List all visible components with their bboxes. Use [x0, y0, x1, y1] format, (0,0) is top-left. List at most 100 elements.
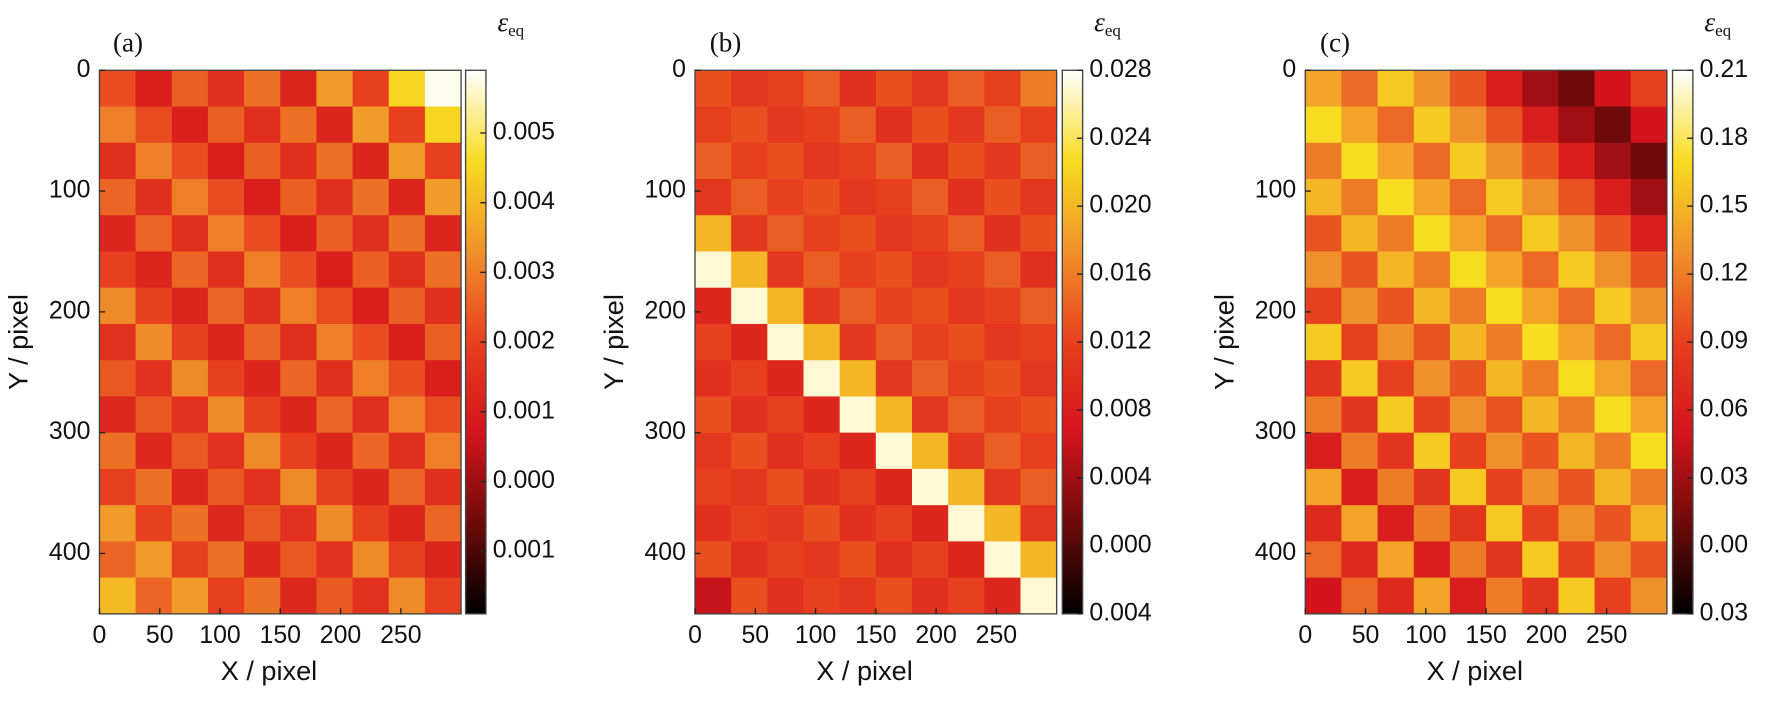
- panel-label: (b): [710, 28, 742, 58]
- heatmap-cells: [1305, 70, 1667, 614]
- heatmap-cell: [767, 432, 805, 470]
- heatmap-cell: [803, 142, 841, 180]
- heatmap-cell: [1558, 215, 1596, 253]
- x-tick-label: 100: [1405, 621, 1446, 649]
- heatmap-cell: [1377, 106, 1415, 144]
- heatmap-cell: [99, 215, 137, 253]
- heatmap-cell: [767, 106, 805, 144]
- heatmap-cell: [911, 541, 949, 579]
- heatmap-cell: [1341, 142, 1379, 180]
- heatmap-cell: [767, 142, 805, 180]
- heatmap-cell: [244, 577, 281, 614]
- colorbar-tick-label: 0.005: [493, 118, 555, 146]
- heatmap-cell: [1486, 541, 1523, 579]
- heatmap-cell: [424, 287, 462, 325]
- heatmap-cell: [244, 432, 281, 470]
- heatmap-cell: [731, 360, 769, 398]
- heatmap-cell: [911, 287, 949, 325]
- colorbar-tick-label: 0.024: [1089, 123, 1151, 151]
- heatmap-cell: [1594, 396, 1632, 434]
- heatmap-cell: [280, 468, 318, 506]
- heatmap-cell: [875, 215, 913, 253]
- heatmap-cell: [207, 541, 245, 579]
- heatmap-cell: [352, 287, 390, 325]
- heatmap-cell: [352, 70, 390, 108]
- heatmap-cell: [767, 287, 805, 325]
- heatmap-cell: [984, 396, 1022, 434]
- heatmap-cell: [839, 215, 877, 253]
- heatmap-cell: [352, 106, 390, 144]
- heatmap-cell: [1522, 396, 1560, 434]
- heatmap-cell: [1630, 468, 1667, 506]
- heatmap-cell: [388, 505, 426, 543]
- heatmap-cell: [424, 215, 462, 253]
- heatmap-cell: [424, 541, 462, 579]
- heatmap-cell: [171, 323, 209, 361]
- colorbar-title: εeq: [1094, 7, 1121, 39]
- heatmap-cell: [839, 70, 877, 108]
- heatmap-cell: [316, 106, 354, 144]
- heatmap-cell: [1377, 396, 1415, 434]
- heatmap-cell: [1522, 323, 1560, 361]
- heatmap-cell: [99, 468, 137, 506]
- heatmap-cell: [911, 577, 949, 614]
- x-tick-label: 200: [1526, 621, 1567, 649]
- heatmap-cell: [1305, 541, 1343, 579]
- heatmap-cell: [1449, 360, 1487, 398]
- heatmap-cell: [99, 251, 137, 289]
- heatmap-cell: [1341, 468, 1379, 506]
- heatmap-cell: [984, 505, 1022, 543]
- heatmap-cell: [1305, 323, 1343, 361]
- heatmap-cell: [948, 541, 985, 579]
- heatmap-cell: [388, 178, 426, 216]
- heatmap-cell: [767, 468, 805, 506]
- heatmap-cell: [1413, 178, 1451, 216]
- heatmap-cell: [244, 541, 281, 579]
- heatmap-cell: [1341, 215, 1379, 253]
- colorbar-tick-label: 0.15: [1700, 191, 1748, 219]
- heatmap-cell: [695, 360, 732, 398]
- y-tick-label: 300: [49, 417, 90, 445]
- heatmap-cell: [424, 106, 462, 144]
- heatmap-cell: [388, 468, 426, 506]
- heatmap-cell: [1020, 360, 1057, 398]
- heatmap-cell: [424, 432, 462, 470]
- heatmap-cell: [1020, 106, 1057, 144]
- heatmap-cell: [207, 323, 245, 361]
- colorbar-tick-label: 0.004: [1089, 463, 1151, 491]
- colorbar-tick-label: 0.06: [1700, 395, 1748, 423]
- colorbar-tick-label: 0.001: [493, 536, 555, 564]
- heatmap-cell: [352, 541, 390, 579]
- heatmap-cell: [1630, 142, 1667, 180]
- heatmap-cell: [1305, 396, 1343, 434]
- colorbar-tick-label: 0.004: [1089, 598, 1151, 626]
- heatmap-cell: [1020, 432, 1057, 470]
- heatmap-cell: [1413, 70, 1451, 108]
- heatmap-cell: [948, 396, 985, 434]
- heatmap-cell: [135, 505, 173, 543]
- heatmap-cell: [1630, 323, 1667, 361]
- heatmap-cell: [316, 287, 354, 325]
- heatmap-cell: [171, 106, 209, 144]
- heatmap-cell: [731, 505, 769, 543]
- heatmap-cell: [1522, 178, 1560, 216]
- heatmap-cell: [244, 215, 281, 253]
- heatmap-cell: [135, 432, 173, 470]
- heatmap-cell: [388, 323, 426, 361]
- heatmap-cell: [875, 142, 913, 180]
- heatmap-cell: [1305, 577, 1343, 614]
- heatmap-cell: [948, 215, 985, 253]
- heatmap-cell: [99, 106, 137, 144]
- colorbar-title-subscript: eq: [508, 21, 525, 40]
- y-tick-label: 100: [49, 176, 90, 204]
- heatmap-cell: [99, 505, 137, 543]
- heatmap-cell: [135, 541, 173, 579]
- heatmap-cell: [207, 360, 245, 398]
- heatmap-cell: [1449, 106, 1487, 144]
- heatmap-cell: [1377, 70, 1415, 108]
- x-tick-label: 150: [1465, 621, 1506, 649]
- x-tick-label: 0: [688, 621, 702, 649]
- heatmap-cell: [984, 287, 1022, 325]
- heatmap-cell: [948, 577, 985, 614]
- heatmap-cell: [99, 541, 137, 579]
